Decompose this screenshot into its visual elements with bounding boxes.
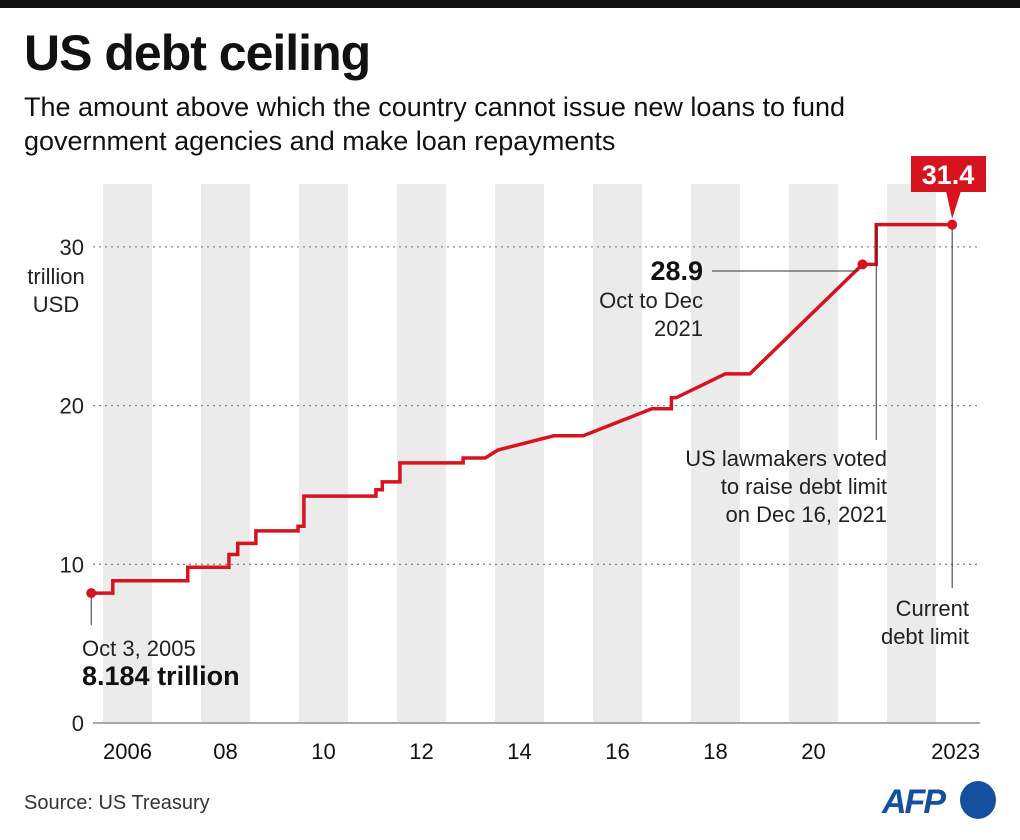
oct-2021-date-label: Oct to Dec: [599, 288, 703, 313]
vote-annotation: to raise debt limit: [721, 474, 887, 499]
start-value-label: 8.184 trillion: [82, 661, 240, 691]
debt-ceiling-line: [91, 222, 953, 595]
x-tick-label: 2023: [931, 739, 980, 764]
year-band: [887, 184, 936, 723]
x-tick-label: 2006: [103, 739, 152, 764]
y-tick-label: 20: [60, 394, 84, 419]
year-band: [691, 184, 740, 723]
afp-logo: AFP: [881, 781, 996, 820]
oct-2021-point: [857, 259, 868, 270]
year-band: [593, 184, 642, 723]
y-axis-label: USD: [33, 292, 79, 317]
y-tick-label: 10: [60, 552, 84, 577]
current-value-box: [911, 156, 986, 192]
year-band: [789, 184, 838, 723]
oct-2021-value-label: 28.9: [650, 256, 703, 286]
x-tick-label: 08: [213, 739, 237, 764]
chart-title: US debt ceiling: [24, 25, 371, 81]
x-tick-label: 18: [703, 739, 727, 764]
top-bar: [0, 0, 1020, 8]
chart-subtitle: The amount above which the country canno…: [24, 92, 846, 156]
start-date-label: Oct 3, 2005: [82, 636, 196, 661]
svg-text:AFP: AFP: [881, 783, 946, 820]
source-note: Source: US Treasury: [24, 792, 210, 814]
current-value-pointer: [946, 191, 961, 219]
oct-2021-date-label: 2021: [654, 316, 703, 341]
year-band: [495, 184, 544, 723]
x-tick-label: 16: [605, 739, 629, 764]
year-band: [103, 184, 152, 723]
start-point: [86, 588, 97, 599]
current-point: [947, 219, 958, 230]
y-tick-label: 0: [72, 711, 84, 736]
x-tick-label: 20: [801, 739, 825, 764]
year-band: [299, 184, 348, 723]
y-axis-label: trillion: [27, 264, 84, 289]
vote-annotation: US lawmakers voted: [685, 446, 887, 471]
x-tick-label: 14: [507, 739, 531, 764]
year-band: [397, 184, 446, 723]
x-tick-label: 10: [311, 739, 335, 764]
x-tick-label: 12: [409, 739, 433, 764]
current-annotation: debt limit: [881, 624, 969, 649]
y-tick-label: 30: [60, 235, 84, 260]
current-value-label: 31.4: [922, 160, 975, 190]
year-band: [201, 184, 250, 723]
current-annotation: Current: [896, 596, 969, 621]
vote-annotation: on Dec 16, 2021: [726, 502, 887, 527]
